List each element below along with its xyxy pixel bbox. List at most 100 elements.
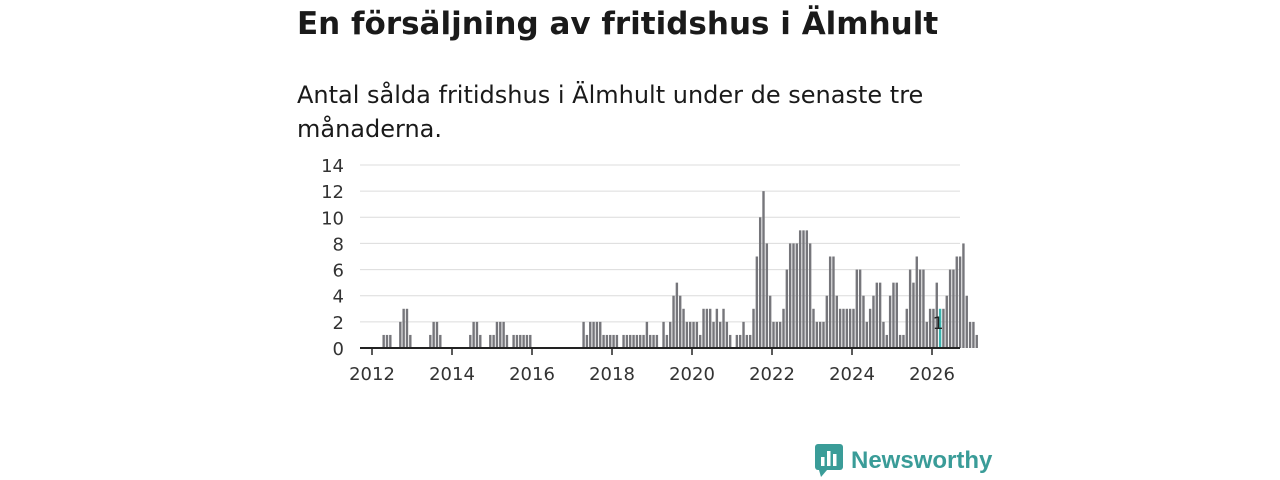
bar [605,334,609,348]
bar [669,321,672,348]
bar [805,230,809,348]
bar [705,308,709,348]
bar [525,334,529,348]
bar [402,308,405,348]
y-tick-label: 4 [333,287,344,308]
bar [495,321,499,348]
bar [775,321,779,348]
bar [812,308,815,348]
y-tick-label: 12 [321,182,344,203]
bar [489,334,492,348]
bar [942,308,945,348]
bar [405,308,409,348]
bar [822,321,825,348]
bar [912,282,915,348]
bar [795,243,799,348]
bar [878,282,882,348]
bar [708,308,712,348]
x-tick-label: 2024 [829,364,875,385]
bar [925,321,928,348]
bar [862,295,865,348]
bar [635,334,639,348]
bar [695,321,699,348]
bar [748,334,752,348]
bar [788,243,792,348]
bar [612,334,615,348]
bar [752,308,755,348]
bar [409,334,412,348]
bar [972,321,975,348]
bar [629,334,632,348]
bar [735,334,739,348]
bar [852,308,855,348]
bar [639,334,642,348]
bar [702,308,705,348]
bar [848,308,852,348]
bar [602,334,605,348]
bar [652,334,655,348]
bar [469,334,472,348]
bar [725,321,729,348]
bar [762,191,765,348]
bar [479,334,482,348]
bar [955,256,958,348]
bar [512,334,515,348]
bar [865,321,869,348]
bar [592,321,595,348]
bar [962,243,965,348]
bar [499,321,502,348]
bar [845,308,849,348]
x-tick-label: 2020 [669,364,715,385]
bar [918,269,922,348]
bar [515,334,519,348]
bar [818,321,822,348]
bar [435,321,439,348]
bar [908,269,912,348]
bar [662,321,665,348]
bar [599,321,602,348]
bar [835,295,839,348]
bar [838,308,842,348]
bar [872,295,875,348]
bar [975,334,978,348]
bar [429,334,432,348]
bar [519,334,522,348]
bar [932,308,935,348]
bar [968,321,972,348]
bar [472,321,475,348]
bar [642,334,645,348]
bar [649,334,652,348]
bar [945,295,948,348]
bar [915,256,918,348]
bar [738,334,742,348]
bar [948,269,952,348]
bar [895,282,898,348]
bar [798,230,802,348]
bar [692,321,695,348]
bar [785,269,789,348]
bar [715,308,719,348]
bar [382,334,385,348]
x-tick-label: 2018 [589,364,635,385]
bar [645,321,649,348]
y-tick-label: 0 [333,339,344,360]
bar [772,321,775,348]
bar [622,334,625,348]
bar [825,295,829,348]
bar [952,269,955,348]
bar [625,334,629,348]
bar [432,321,435,348]
bar [712,321,715,348]
bar [832,256,835,348]
x-tick-label: 2012 [349,364,395,385]
bar [855,269,859,348]
bar [935,282,938,348]
bar [655,334,659,348]
bar [858,269,862,348]
x-tick-label: 2014 [429,364,475,385]
y-tick-label: 2 [333,313,344,334]
bar [609,334,612,348]
y-tick-label: 10 [321,208,344,229]
chart-subtitle: Antal sålda fritidshus i Älmhult under d… [297,81,924,143]
bar [842,308,845,348]
